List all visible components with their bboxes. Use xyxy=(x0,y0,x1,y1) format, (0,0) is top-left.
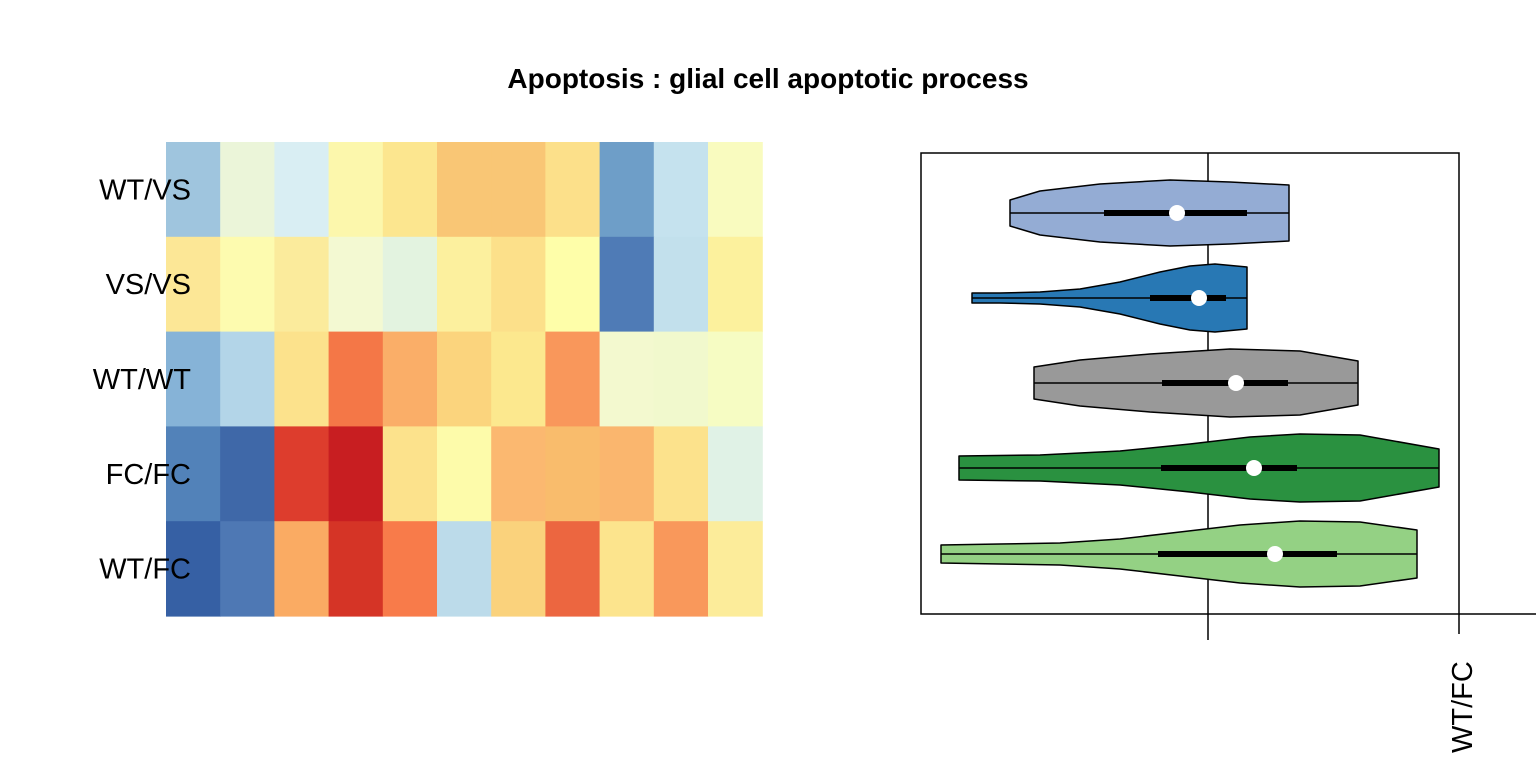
heatmap-cell xyxy=(382,331,438,427)
heatmap-cell xyxy=(545,142,601,238)
heatmap-cell xyxy=(437,331,492,427)
heatmap-cell xyxy=(437,142,492,238)
heatmap xyxy=(166,142,763,617)
heatmap-cell xyxy=(599,426,655,522)
heatmap-cell xyxy=(599,331,655,427)
heatmap-cell xyxy=(220,236,275,333)
heatmap-cell xyxy=(491,521,546,617)
heatmap-cell xyxy=(274,521,330,617)
heatmap-cell xyxy=(708,331,763,427)
violin-median-point xyxy=(1228,375,1244,391)
heatmap-cell xyxy=(166,236,221,333)
violins xyxy=(940,179,1440,588)
heatmap-cell xyxy=(545,236,601,333)
heatmap-cell xyxy=(653,142,709,238)
heatmap-cell xyxy=(491,236,546,333)
heatmap-cell xyxy=(382,521,438,617)
heatmap-cell xyxy=(220,331,275,427)
heatmap-cell xyxy=(166,426,221,522)
heatmap-cell xyxy=(328,521,384,617)
heatmap-cell xyxy=(328,426,384,522)
chart-title: Apoptosis : glial cell apoptotic process xyxy=(507,63,1028,94)
violin-median-point xyxy=(1246,460,1262,476)
heatmap-cell xyxy=(274,331,330,427)
heatmap-cell xyxy=(166,521,221,617)
violin-median-point xyxy=(1169,205,1185,221)
heatmap-cell xyxy=(166,331,221,427)
row-label: VS/VS xyxy=(106,269,191,301)
violin-plot-frame xyxy=(920,152,1460,615)
heatmap-cell xyxy=(491,426,546,522)
heatmap-cell xyxy=(599,521,655,617)
heatmap-cell xyxy=(599,142,655,238)
heatmap-cell xyxy=(653,426,709,522)
x-tick-label: WT/FC xyxy=(1447,661,1479,753)
heatmap-cell xyxy=(708,236,763,333)
row-label: WT/VS xyxy=(99,174,191,206)
violin-median-point xyxy=(1267,546,1283,562)
heatmap-cell xyxy=(220,521,275,617)
heatmap-cell xyxy=(545,331,601,427)
heatmap-cell xyxy=(274,426,330,522)
row-labels: WT/VS VS/VS WT/WT FC/FC WT/FC xyxy=(93,174,192,585)
heatmap-cell xyxy=(382,426,438,522)
row-label: FC/FC xyxy=(106,459,191,491)
heatmap-cell xyxy=(599,236,655,333)
heatmap-cell xyxy=(328,331,384,427)
heatmap-cell xyxy=(220,142,275,238)
heatmap-cell xyxy=(708,521,763,617)
violin-panel: WT/FC xyxy=(920,152,1536,753)
heatmap-cell xyxy=(708,142,763,238)
heatmap-cell xyxy=(653,521,709,617)
heatmap-cell xyxy=(437,521,492,617)
heatmap-cell xyxy=(328,142,384,238)
heatmap-cell xyxy=(708,426,763,522)
heatmap-cell xyxy=(491,331,546,427)
heatmap-cell xyxy=(545,426,601,522)
heatmap-cell xyxy=(382,236,438,333)
heatmap-cell xyxy=(437,236,492,333)
row-label: WT/FC xyxy=(99,554,191,586)
heatmap-cell xyxy=(653,236,709,333)
heatmap-cell xyxy=(274,142,330,238)
heatmap-cell xyxy=(653,331,709,427)
heatmap-cell xyxy=(166,142,221,238)
row-label: WT/WT xyxy=(93,364,192,396)
heatmap-cell xyxy=(220,426,275,522)
heatmap-cell xyxy=(274,236,330,333)
heatmap-cell xyxy=(545,521,601,617)
heatmap-cell xyxy=(491,142,546,238)
violin-median-point xyxy=(1191,290,1207,306)
heatmap-cell xyxy=(437,426,492,522)
heatmap-cell xyxy=(382,142,438,238)
heatmap-cell xyxy=(328,236,384,333)
